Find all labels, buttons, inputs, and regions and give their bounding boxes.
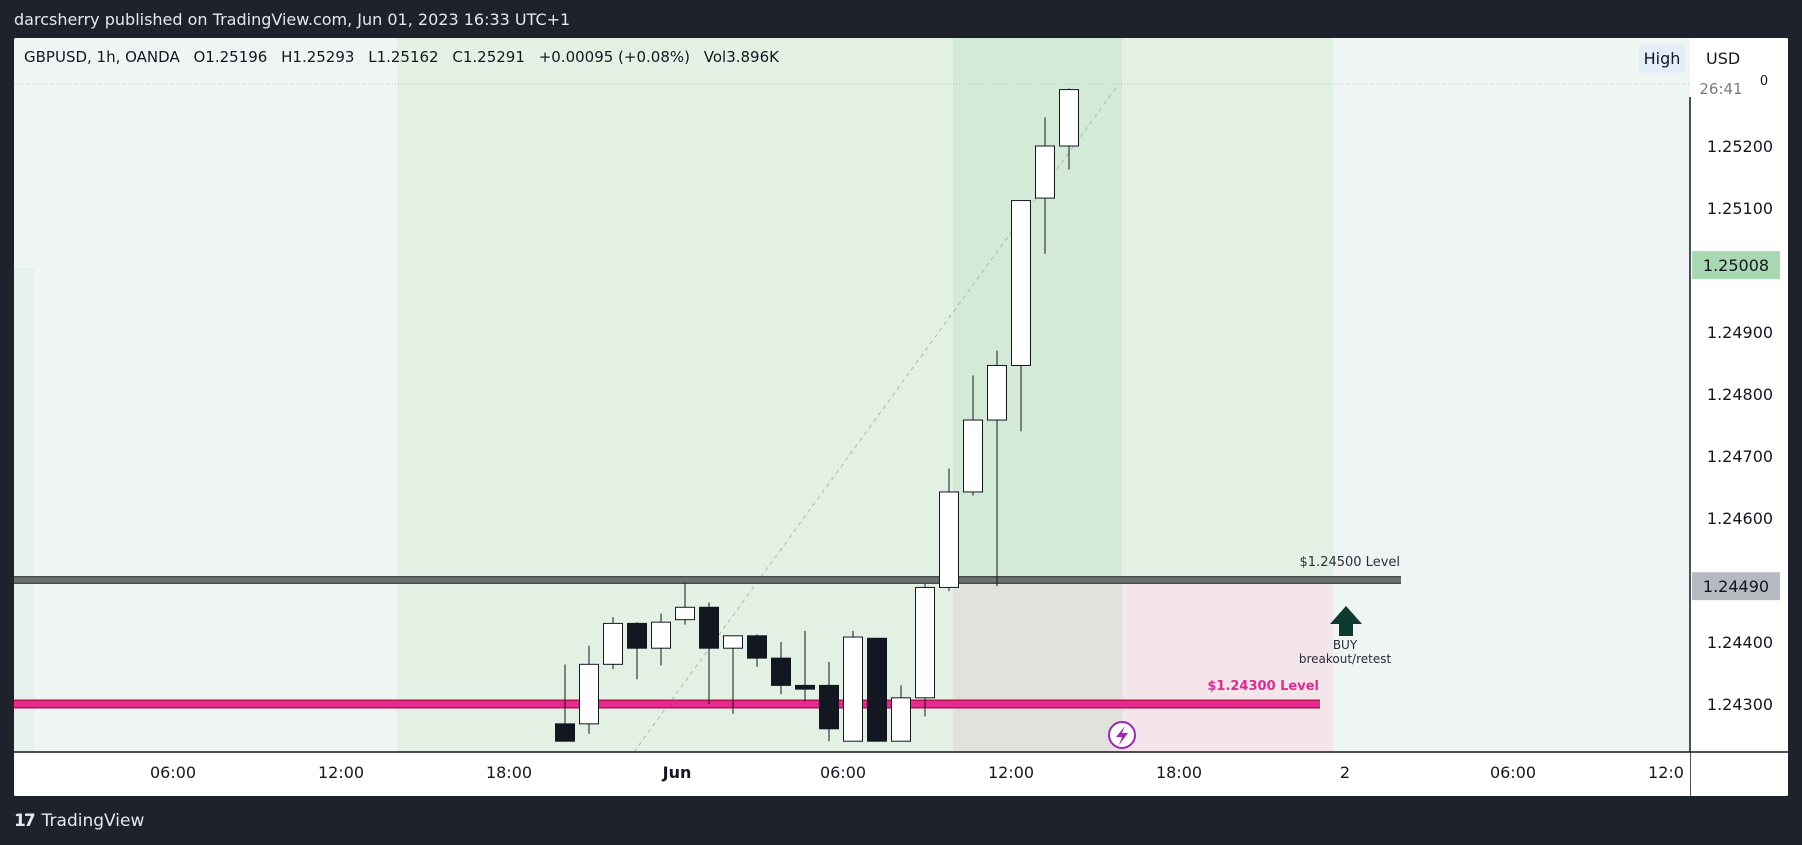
candle-bearish[interactable] (771, 657, 791, 686)
ohlc-legend: GBPUSD, 1h, OANDA O1.25196 H1.25293 L1.2… (24, 48, 788, 66)
time-tick-label: 18:00 (486, 763, 532, 782)
buy-arrow-icon[interactable] (1330, 606, 1362, 636)
legend-open: O1.25196 (193, 48, 268, 66)
candle-bullish[interactable] (723, 635, 743, 649)
legend-symbol[interactable]: GBPUSD, 1h, OANDA (24, 48, 180, 66)
price-tick-label: 1.24600 (1707, 509, 1773, 528)
level-1245-label[interactable]: $1.24500 Level (1300, 555, 1400, 570)
publisher-bar: darcsherry published on TradingView.com,… (0, 0, 1802, 38)
candle-bullish[interactable] (915, 586, 935, 699)
candle-bearish[interactable] (555, 723, 575, 742)
buy-label: BUY (1333, 638, 1358, 652)
time-tick-label: 12:00 (988, 763, 1034, 782)
candle-bullish[interactable] (579, 663, 599, 725)
candle-bearish[interactable] (819, 684, 839, 730)
level-1245-line[interactable] (14, 577, 1401, 583)
current-price-label: 1.25008 (1703, 256, 1769, 275)
chart-panel[interactable]: $1.24500 Level $1.24300 Level BUY breakout/… (14, 38, 1788, 796)
time-tick-label: 06:00 (1490, 763, 1536, 782)
tradingview-logo-icon: 17 (14, 811, 36, 831)
high-label-badge[interactable]: High (1639, 45, 1685, 73)
candle-bullish[interactable] (843, 636, 863, 742)
legend-low: L1.25162 (368, 48, 439, 66)
time-tick-label: 06:00 (820, 763, 866, 782)
price-tick-label: 1.25200 (1707, 137, 1773, 156)
price-axis[interactable] (1690, 38, 1788, 796)
time-tick-label: 12:0 (1648, 763, 1684, 782)
legend-high: H1.25293 (281, 48, 355, 66)
time-tick-label: 06:00 (150, 763, 196, 782)
candle-bullish[interactable] (651, 621, 671, 649)
candle-bullish[interactable] (891, 697, 911, 742)
tradingview-logo[interactable]: 17 TradingView (14, 810, 144, 832)
time-tick-label: 12:00 (318, 763, 364, 782)
level-1243-line[interactable] (14, 701, 1320, 707)
candle-bearish[interactable] (627, 622, 647, 649)
price-tick-label: 1.24700 (1707, 447, 1773, 466)
legend-change: +0.00095 (+0.08%) (538, 48, 690, 66)
price-tick-label: 1.24900 (1707, 323, 1773, 342)
level-price-label: 1.24490 (1703, 577, 1769, 596)
legend-volume: Vol3.896K (703, 48, 779, 66)
candle-bullish[interactable] (987, 364, 1007, 421)
bar-countdown: 26:41 (1699, 80, 1742, 98)
pink-highlight-zone (953, 580, 1122, 752)
candle-bearish[interactable] (795, 684, 815, 690)
candle-bullish[interactable] (603, 622, 623, 665)
candlestick-chart[interactable]: $1.24500 Level $1.24300 Level BUYbreakout/… (14, 38, 1788, 796)
price-tick-label: 1.24400 (1707, 633, 1773, 652)
candle-bullish[interactable] (1059, 89, 1079, 147)
buy-sublabel: breakout/retest (1299, 652, 1392, 666)
footer-bar: 17 TradingView (0, 796, 1802, 845)
lightning-bolt-icon (1116, 726, 1128, 745)
level-price-badge[interactable] (1692, 572, 1780, 601)
time-axis[interactable] (14, 752, 1690, 796)
legend-close: C1.25291 (452, 48, 525, 66)
candle-bullish[interactable] (1035, 145, 1055, 199)
candle-bullish[interactable] (939, 491, 959, 588)
publisher-text: darcsherry published on TradingView.com,… (14, 10, 571, 29)
candle-bullish[interactable] (1011, 200, 1031, 366)
level-1243-label[interactable]: $1.24300 Level (1207, 679, 1319, 694)
candle-bearish[interactable] (867, 637, 887, 742)
current-price-badge[interactable] (1692, 251, 1780, 280)
price-tick-label: 1.25100 (1707, 199, 1773, 218)
price-tick-label: 1.24300 (1707, 695, 1773, 714)
time-tick-label: 18:00 (1156, 763, 1202, 782)
tradingview-wordmark: TradingView (41, 811, 145, 831)
candle-bearish[interactable] (747, 635, 767, 659)
price-tick-label: 1.24800 (1707, 385, 1773, 404)
candle-bullish[interactable] (963, 419, 983, 493)
candle-bearish[interactable] (699, 606, 719, 649)
currency-label[interactable]: USD (1706, 49, 1741, 68)
time-tick-label: 2 (1340, 763, 1350, 782)
time-tick-label: Jun (662, 763, 692, 782)
candle-bullish[interactable] (675, 606, 695, 621)
left-shade (14, 268, 34, 752)
countdown-fragment: 0 (1760, 74, 1768, 89)
